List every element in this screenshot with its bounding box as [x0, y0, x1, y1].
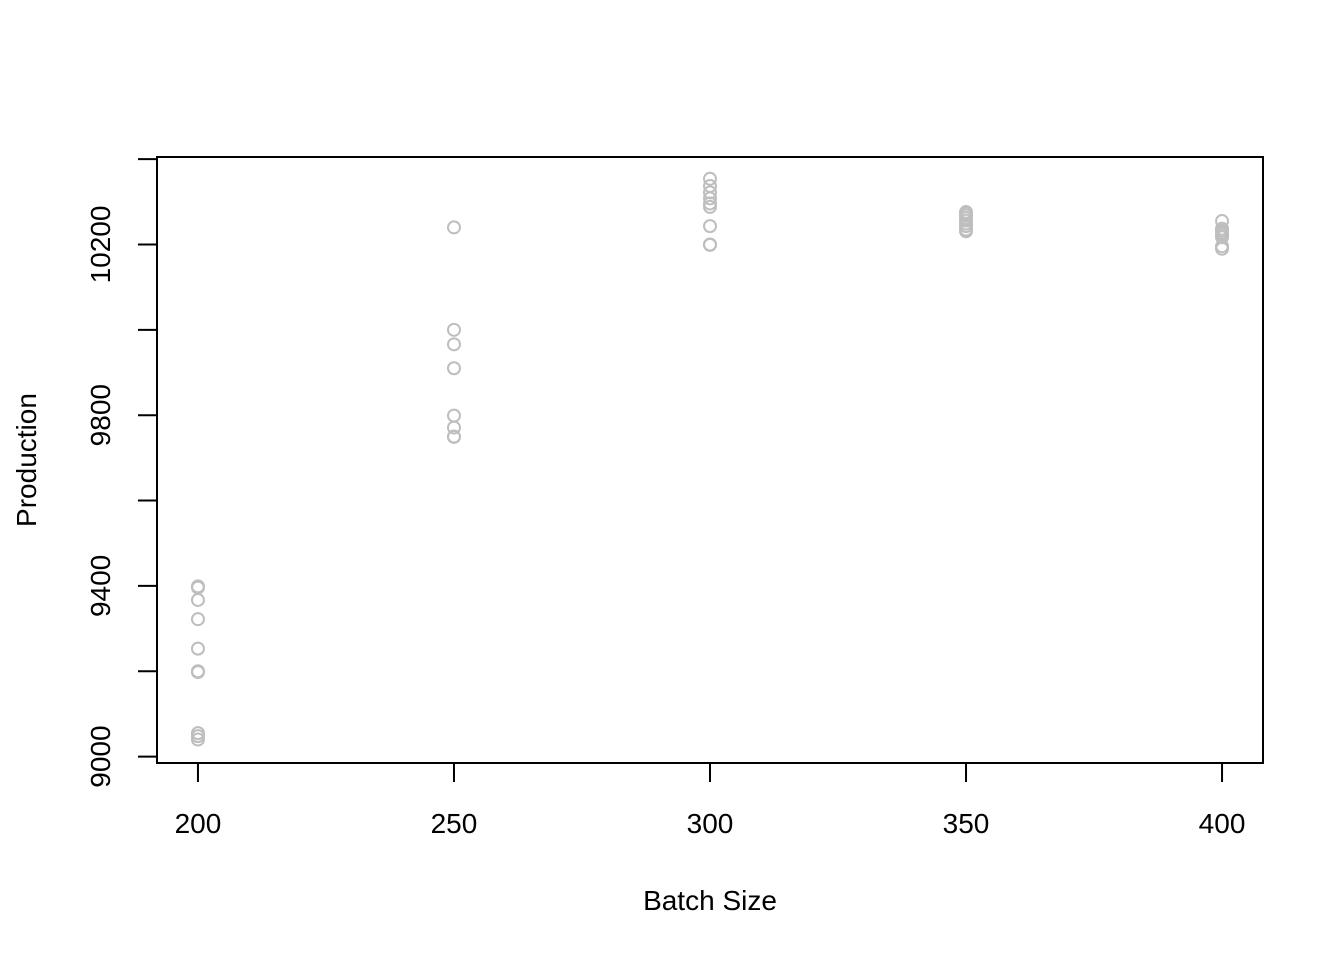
x-tick-label: 300	[687, 808, 734, 839]
data-point	[446, 429, 461, 444]
x-axis-label: Batch Size	[643, 885, 777, 916]
data-point	[959, 224, 974, 239]
data-point	[1215, 241, 1230, 256]
data-point	[190, 612, 205, 627]
x-tick-label: 250	[431, 808, 478, 839]
y-axis-label: Production	[11, 393, 42, 527]
y-tick-label: 9800	[85, 384, 116, 446]
x-tick-label: 400	[1199, 808, 1246, 839]
data-point	[703, 199, 717, 214]
data-point	[703, 219, 717, 234]
data-point	[446, 337, 461, 352]
x-tick-label: 200	[175, 808, 222, 839]
data-point	[703, 237, 717, 252]
x-tick-label: 350	[943, 808, 990, 839]
data-point	[446, 322, 461, 337]
data-point	[190, 665, 205, 680]
plot-frame	[156, 156, 1264, 764]
y-tick-label: 9400	[85, 555, 116, 617]
data-point	[190, 732, 205, 747]
data-point	[703, 171, 717, 186]
y-tick-label: 10200	[85, 206, 116, 284]
data-point	[446, 220, 461, 235]
data-point	[190, 592, 205, 607]
data-point	[446, 408, 461, 423]
x-axis: 200 250 300 350 400	[175, 762, 1246, 839]
data-point	[446, 420, 461, 435]
data-point	[446, 361, 461, 376]
y-tick-label: 9000	[85, 725, 116, 787]
data-point	[703, 191, 717, 206]
data-point	[190, 641, 205, 656]
data-points	[190, 171, 1230, 747]
y-axis: 9000 9400 9800 10200	[85, 158, 158, 788]
